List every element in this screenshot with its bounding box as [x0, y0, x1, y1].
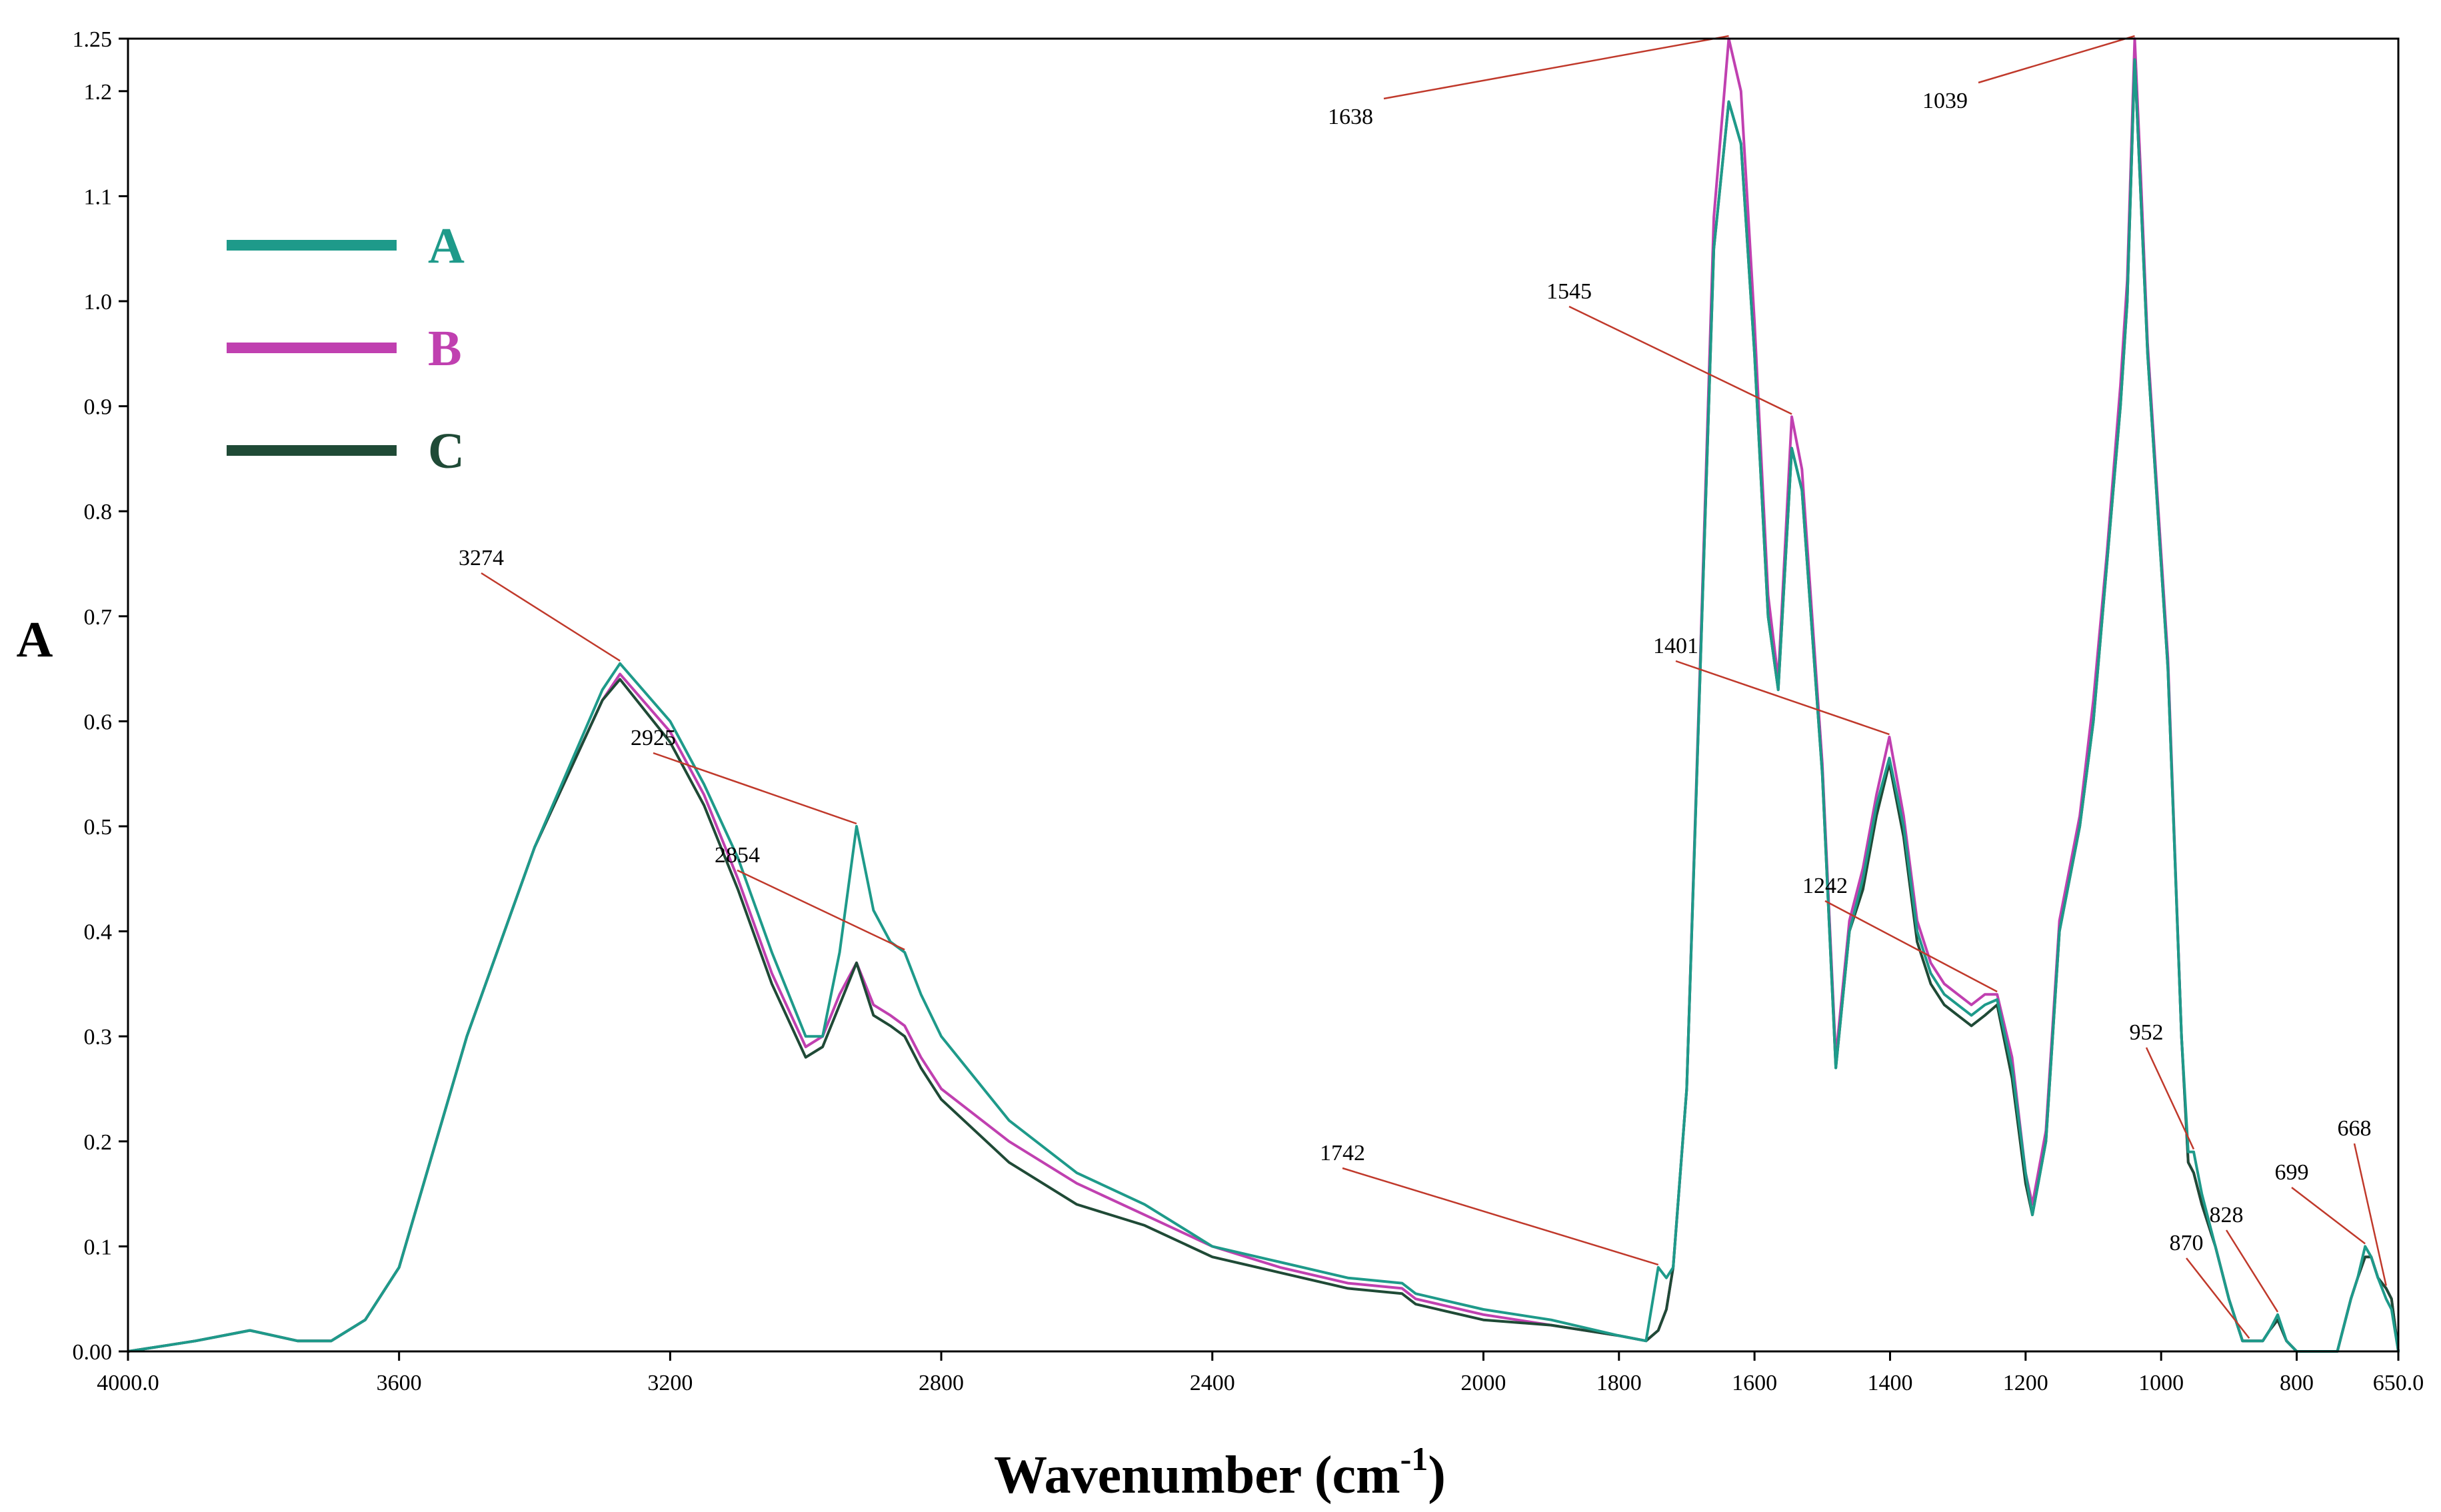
y-axis-title: A: [17, 612, 53, 668]
peak-leader-line: [653, 752, 857, 825]
peak-label: 3274: [459, 546, 504, 570]
x-tick-label: 650.0: [2373, 1371, 2424, 1395]
series-layer: [127, 37, 2400, 1353]
legend: ABC: [227, 218, 465, 479]
x-tick-label: 4000.0: [97, 1371, 159, 1395]
peak-label: 1039: [1922, 89, 1968, 113]
x-tick-label: 1600: [1732, 1371, 1777, 1395]
peak-label: 668: [2338, 1116, 2372, 1141]
y-tick-label: 0.5: [84, 815, 113, 840]
peak-annotation-699: 699: [2275, 1160, 2366, 1245]
peak-label: 828: [2210, 1203, 2244, 1227]
peak-annotation-952: 952: [2130, 1020, 2195, 1150]
peak-label: 1742: [1320, 1141, 1365, 1165]
peak-leader-line: [1568, 305, 1792, 415]
x-tick-label: 3200: [647, 1371, 693, 1395]
peak-leader-line: [1675, 660, 1890, 736]
y-tick-label: 0.1: [84, 1235, 113, 1259]
y-tick-label: 0.2: [84, 1130, 113, 1155]
peak-label: 870: [2170, 1231, 2204, 1255]
peak-leader-line: [1978, 35, 2135, 84]
peak-leader-line: [2186, 1257, 2250, 1339]
legend-entry-c: C: [227, 423, 465, 479]
x-tick-label: 1800: [1596, 1371, 1642, 1395]
axes-layer: 4000.0 3600 3200 2800 2400 2000 1800 1600 1400 12…: [73, 27, 2424, 1395]
y-tick-label: 0.4: [84, 920, 113, 945]
series-line-b: [127, 37, 2400, 1353]
peak-label: 1401: [1653, 634, 1698, 658]
x-tick-label: 2000: [1460, 1371, 1506, 1395]
peak-annotation-828: 828: [2210, 1203, 2279, 1313]
x-tick-label: 2400: [1190, 1371, 1235, 1395]
peak-label: 699: [2275, 1160, 2309, 1185]
peak-annotation-3274: 3274: [459, 546, 621, 662]
peak-annotation-1039: 1039: [1922, 35, 2135, 113]
peak-label: 2925: [631, 726, 676, 750]
x-tick-label: 1200: [2003, 1371, 2048, 1395]
y-tick-label: 0.9: [84, 395, 113, 420]
peak-label: 952: [2130, 1020, 2164, 1045]
peak-leader-line: [737, 869, 905, 951]
peak-annotation-870: 870: [2170, 1231, 2250, 1339]
peak-leader-line: [2225, 1229, 2279, 1313]
peak-label: 2854: [715, 843, 760, 868]
x-axis-title-main: Wavenumber (cm: [994, 1446, 1400, 1505]
peak-leader-line: [481, 572, 621, 662]
peak-leader-line: [2353, 1143, 2387, 1286]
peak-annotation-1545: 1545: [1546, 279, 1792, 415]
legend-entry-b: B: [227, 321, 462, 377]
series-line-a: [127, 58, 2400, 1353]
peak-annotation-1638: 1638: [1328, 35, 1729, 129]
legend-label: A: [428, 218, 465, 274]
y-tick-label: 0.7: [84, 605, 113, 630]
peak-leader-line: [2145, 1047, 2195, 1150]
peak-leader-line: [1342, 1167, 1659, 1266]
y-tick-label: 0.3: [84, 1025, 113, 1050]
peak-label: 1545: [1546, 279, 1592, 304]
plot-frame: [127, 37, 2400, 1353]
x-tick-label: 2800: [919, 1371, 964, 1395]
peak-annotation-2925: 2925: [631, 726, 857, 825]
peak-leader-line: [1824, 900, 1998, 993]
peak-annotation-2854: 2854: [715, 843, 905, 951]
y-tick-label: 1.1: [84, 185, 113, 209]
x-tick-label: 800: [2280, 1371, 2314, 1395]
peak-leader-line: [2291, 1187, 2366, 1245]
y-tick-label: 1.2: [84, 80, 113, 105]
series-line-c: [127, 58, 2400, 1353]
annotation-layer: 3274 2925 2854 1742 1638 1545 1401 1242 1039 952 8…: [459, 35, 2387, 1339]
x-axis-title: Wavenumber (cm-1): [994, 1440, 1446, 1505]
y-tick-label: 0.8: [84, 500, 113, 524]
x-tick-label: 1400: [1867, 1371, 1912, 1395]
x-tick-label: 3600: [377, 1371, 422, 1395]
x-axis-title-close: ): [1428, 1446, 1446, 1505]
peak-leader-line: [1383, 35, 1729, 100]
peak-annotation-668: 668: [2338, 1116, 2387, 1286]
peak-label: 1638: [1328, 105, 1373, 129]
peak-annotation-1742: 1742: [1320, 1141, 1659, 1266]
x-axis-title-superscript: -1: [1400, 1440, 1428, 1477]
peak-annotation-1242: 1242: [1802, 874, 1998, 993]
peak-label: 1242: [1802, 874, 1848, 898]
peak-annotation-1401: 1401: [1653, 634, 1890, 736]
y-tick-label: 0.6: [84, 710, 113, 734]
legend-label: B: [428, 321, 462, 377]
y-tick-label: 1.0: [84, 290, 113, 315]
y-tick-label: 0.00: [73, 1340, 113, 1365]
x-tick-label: 1000: [2138, 1371, 2184, 1395]
y-tick-label: 1.25: [73, 27, 113, 52]
legend-entry-a: A: [227, 218, 465, 274]
legend-label: C: [428, 423, 465, 479]
